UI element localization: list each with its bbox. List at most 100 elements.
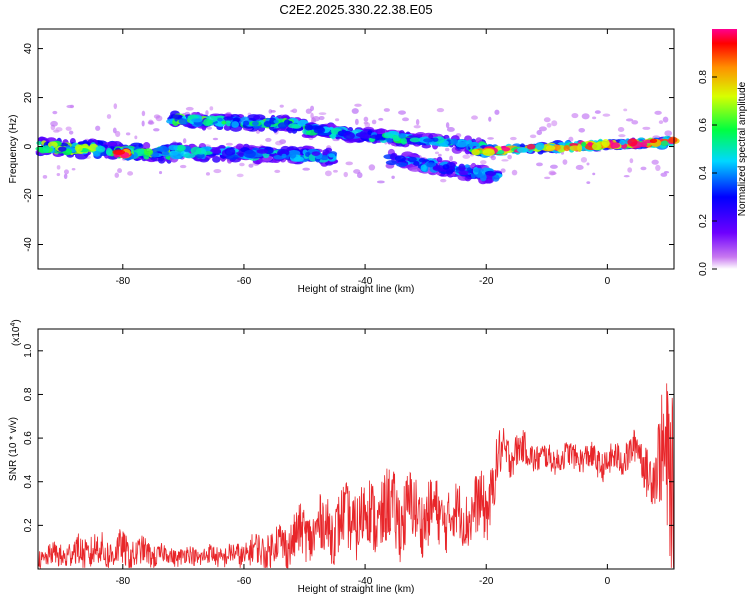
spectrogram-speckle — [580, 157, 588, 163]
spectrogram-speckle — [660, 172, 668, 177]
spectrogram-blob — [610, 142, 621, 149]
spectrogram-blob — [473, 168, 484, 173]
spectrogram-blob — [177, 144, 186, 152]
spectrogram-speckle — [651, 159, 659, 165]
spectrogram-blob — [37, 147, 44, 153]
spectrogram-speckle — [578, 127, 586, 133]
spectrogram-blob — [311, 151, 321, 156]
spectrogram-speckle — [436, 108, 445, 113]
spectrogram-blob — [587, 141, 593, 146]
spectrogram-speckle — [488, 116, 492, 122]
spectrogram-speckle — [471, 115, 478, 120]
spectrogram-blob — [210, 148, 222, 154]
spectrogram-blob — [277, 122, 288, 129]
spectrogram-blob — [221, 120, 227, 125]
spectrogram-blob — [92, 150, 101, 157]
spectrogram-blob — [231, 121, 239, 128]
spectrogram-blob — [359, 130, 366, 139]
spectrogram-speckle — [351, 108, 359, 114]
spectrogram-blob — [168, 144, 179, 151]
spectrogram-speckle — [153, 128, 160, 132]
spectrogram-blob — [74, 144, 83, 152]
spectrogram-blob — [273, 119, 279, 124]
spectrogram-speckle — [640, 166, 647, 171]
spectrogram-speckle — [318, 112, 327, 116]
spectrogram-panel: -80 -60 -40 -20 0 40 20 0 -20 -40 Height of strai… — [8, 28, 680, 295]
snr-xtick-label: 0 — [605, 576, 611, 587]
spectrogram-blob — [252, 120, 259, 127]
spectrogram-blob — [170, 151, 183, 160]
spectrogram-speckle — [658, 120, 664, 125]
spectrogram-blob — [394, 155, 406, 162]
spectrogram-speckle — [158, 170, 163, 175]
spectrogram-xtick-label: 0 — [605, 276, 611, 287]
spectrogram-blob — [47, 141, 58, 149]
spectrogram-speckle — [500, 168, 506, 173]
spectrogram-speckle — [438, 153, 442, 157]
spectrogram-blob — [458, 163, 466, 172]
spectrogram-speckle — [586, 181, 591, 184]
spectrogram-blob — [408, 166, 422, 172]
snr-line — [37, 383, 675, 570]
snr-scale-base: (x104) — [10, 319, 22, 346]
spectrogram-blob — [450, 138, 458, 145]
spectrogram-speckle — [391, 175, 395, 179]
spectrogram-speckle — [617, 126, 625, 132]
snr-xlabel: Height of straight line (km) — [298, 584, 415, 595]
spectrogram-speckle — [182, 138, 187, 144]
spectrogram-speckle — [434, 151, 440, 155]
spectrogram-blob — [649, 138, 658, 143]
colorbar-label: Normalized spectral amplitude — [737, 81, 748, 216]
spectrogram-speckle — [274, 169, 281, 173]
spectrogram-blob — [328, 153, 336, 158]
figure-title: C2E2.2025.330.22.38.E05 — [279, 2, 432, 17]
spectrogram-speckle — [549, 164, 558, 169]
spectrogram-ytick-label: 0 — [23, 143, 34, 149]
spectrogram-blob — [396, 162, 408, 167]
spectrogram-speckle — [343, 171, 348, 178]
colorbar-tick-label: 0.4 — [698, 166, 709, 180]
spectrogram-blob — [398, 132, 406, 139]
spectrogram-speckle — [364, 122, 371, 128]
spectrogram-speckle — [125, 132, 131, 136]
spectrogram-blob — [455, 141, 468, 148]
spectrogram-speckle — [383, 108, 390, 112]
spectrogram-speckle — [440, 178, 447, 183]
spectrogram-blob — [436, 156, 443, 163]
spectrogram-speckle — [623, 108, 628, 112]
snr-xtick-label: -60 — [237, 576, 252, 587]
snr-ytick-label: 0.8 — [23, 387, 34, 401]
spectrogram-blob — [400, 137, 407, 145]
spectrogram-speckle — [206, 126, 213, 130]
spectrogram-speckle — [543, 117, 551, 123]
spectrogram-blob — [591, 142, 602, 151]
spectrogram-speckle — [63, 173, 68, 180]
spectrogram-speckle — [106, 114, 112, 119]
snr-ylabel: SNR (10 * v/v) — [8, 417, 19, 481]
spectrogram-speckle — [354, 118, 359, 125]
spectrogram-speckle — [592, 172, 596, 176]
spectrogram-speckle — [134, 135, 138, 140]
snr-frame — [37, 328, 675, 570]
colorbar-ticks: 0.0 0.2 0.4 0.6 0.8 — [698, 70, 717, 276]
spectrogram-speckle — [655, 164, 661, 172]
snr-ticks: -80 -60 -40 -20 0 0.2 0.4 0.6 0.8 1.0 — [23, 329, 674, 587]
spectrogram-speckle — [494, 109, 500, 115]
spectrogram-speckle — [68, 130, 74, 135]
spectrogram-speckle — [55, 127, 63, 132]
spectrogram-speckle — [117, 168, 122, 174]
spectrogram-blob — [627, 138, 638, 147]
spectrogram-speckle — [332, 169, 338, 173]
spectrogram-blob — [142, 142, 151, 150]
spectrogram-speckle — [509, 136, 517, 141]
spectrogram-speckle — [507, 154, 512, 160]
spectrogram-blob — [418, 158, 426, 163]
spectrogram-speckle — [462, 154, 471, 159]
spectrogram-speckle — [618, 134, 626, 138]
spectrogram-blob — [223, 116, 234, 121]
spectrogram-speckle — [376, 180, 385, 184]
spectrogram-blob — [162, 151, 170, 156]
spectrogram-blob — [143, 148, 153, 156]
spectrogram-speckle — [368, 164, 376, 171]
spectrogram-speckle — [310, 105, 315, 111]
